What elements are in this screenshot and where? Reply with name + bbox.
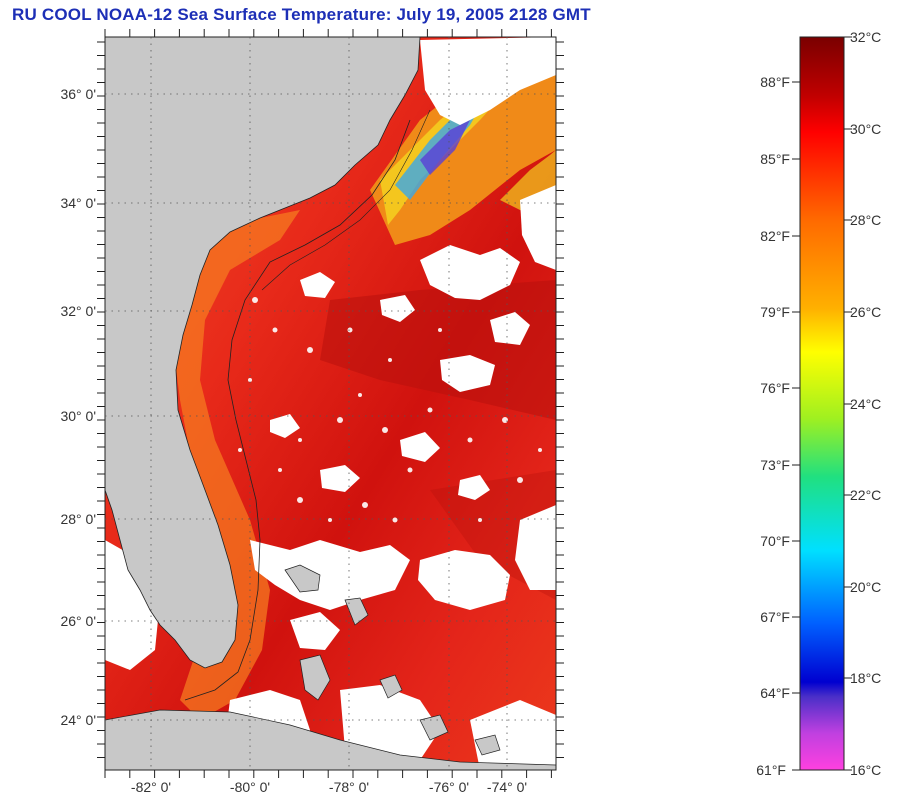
celsius-label: 22°C xyxy=(850,487,881,503)
celsius-label: 18°C xyxy=(850,670,881,686)
lon-label: -80° 0' xyxy=(230,779,270,795)
fahrenheit-label: 88°F xyxy=(760,74,790,90)
fahrenheit-label: 82°F xyxy=(760,228,790,244)
us-mainland xyxy=(105,37,421,669)
fahrenheit-label: 79°F xyxy=(760,304,790,320)
lon-label: -74° 0' xyxy=(487,779,527,795)
fahrenheit-label: 70°F xyxy=(760,533,790,549)
celsius-label: 16°C xyxy=(850,762,881,778)
lat-label: 36° 0' xyxy=(60,86,96,102)
lat-label: 28° 0' xyxy=(60,511,96,527)
fahrenheit-label: 61°F xyxy=(756,762,786,778)
lon-label: -82° 0' xyxy=(131,779,171,795)
map-title: RU COOL NOAA-12 Sea Surface Temperature:… xyxy=(12,5,591,24)
celsius-label: 26°C xyxy=(850,304,881,320)
celsius-label: 30°C xyxy=(850,121,881,137)
warm-core xyxy=(320,280,556,420)
colorbar-scale xyxy=(799,36,845,771)
fahrenheit-labels: 88°F 85°F 82°F 79°F 76°F 73°F 70°F 67°F … xyxy=(756,74,790,778)
fahrenheit-label: 67°F xyxy=(760,609,790,625)
celsius-label: 24°C xyxy=(850,396,881,412)
latitude-labels: 36° 0' 34° 0' 32° 0' 30° 0' 28° 0' 26° 0… xyxy=(60,86,96,728)
colorbar-ticks xyxy=(792,36,852,771)
lon-label: -76° 0' xyxy=(429,779,469,795)
fahrenheit-label: 73°F xyxy=(760,457,790,473)
map-frame xyxy=(104,36,557,771)
celsius-label: 32°C xyxy=(850,29,881,45)
lat-label: 24° 0' xyxy=(60,712,96,728)
fahrenheit-label: 85°F xyxy=(760,151,790,167)
fahrenheit-label: 76°F xyxy=(760,380,790,396)
lon-label: -78° 0' xyxy=(329,779,369,795)
celsius-label: 28°C xyxy=(850,212,881,228)
longitude-labels: -82° 0' -80° 0' -78° 0' -76° 0' -74° 0' xyxy=(131,779,527,795)
celsius-labels: 32°C 30°C 28°C 26°C 24°C 22°C 20°C 18°C … xyxy=(850,29,881,778)
fahrenheit-label: 64°F xyxy=(760,685,790,701)
lat-label: 30° 0' xyxy=(60,408,96,424)
cuba-coast xyxy=(105,709,556,770)
lat-label: 26° 0' xyxy=(60,613,96,629)
bahamas-islands xyxy=(284,564,501,756)
lat-label: 32° 0' xyxy=(60,303,96,319)
axis-ticks xyxy=(97,29,564,778)
lat-label: 34° 0' xyxy=(60,195,96,211)
depth-contour xyxy=(184,119,411,701)
celsius-label: 20°C xyxy=(850,579,881,595)
